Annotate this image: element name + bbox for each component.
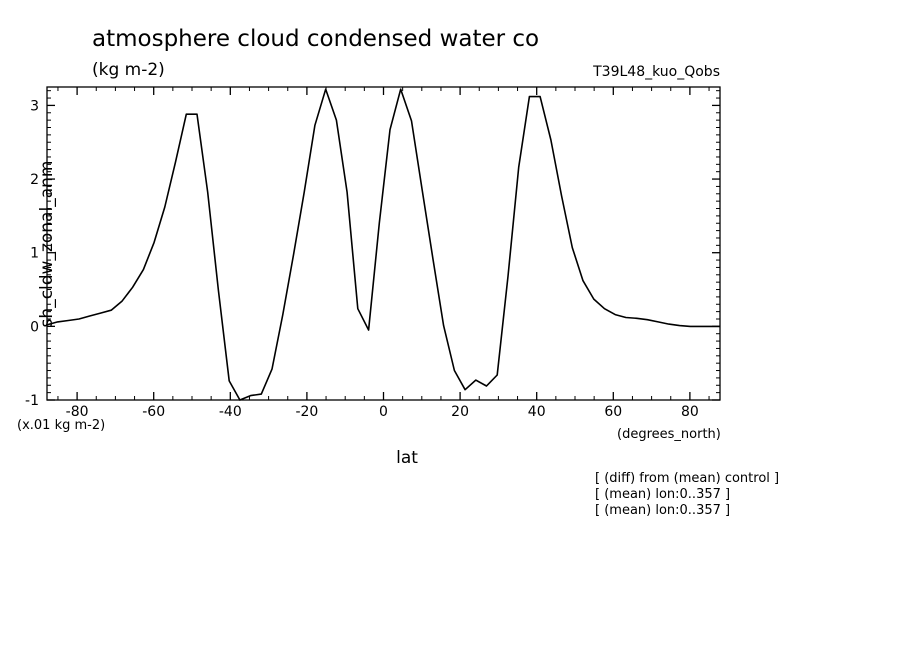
x-tick-label: -60 <box>142 404 165 420</box>
major-ticks <box>47 87 720 401</box>
x-tick-label: 80 <box>681 404 699 420</box>
x-tick-label: -80 <box>66 404 89 420</box>
y-tick-label: 2 <box>30 172 39 188</box>
x-tick-label: 40 <box>528 404 546 420</box>
chart-units: (kg m-2) <box>92 60 165 80</box>
chart-title: atmosphere cloud condensed water co <box>92 26 539 52</box>
y-tick-labels: -1 0 1 2 3 <box>25 98 39 409</box>
plot-frame <box>46 86 721 401</box>
series-line <box>46 88 721 401</box>
y-tick-label: 1 <box>30 246 39 262</box>
y-tick-label: 3 <box>30 98 39 114</box>
x-tick-label: -40 <box>219 404 242 420</box>
y-tick-label: 0 <box>30 319 39 335</box>
x-tick-labels: -80 -60 -40 -20 0 20 40 60 80 <box>66 404 699 420</box>
note-line-2: [ (mean) lon:0..357 ] <box>595 487 730 502</box>
x-tick-label: 60 <box>604 404 622 420</box>
x-tick-label: 0 <box>379 404 388 420</box>
minor-ticks <box>47 87 720 400</box>
y-tick-label: -1 <box>25 393 39 409</box>
x-tick-label: -20 <box>295 404 318 420</box>
note-line-3: [ (mean) lon:0..357 ] <box>595 503 730 518</box>
note-line-1: [ (diff) from (mean) control ] <box>595 471 779 486</box>
x-units: (degrees_north) <box>617 427 721 442</box>
experiment-label: T39L48_kuo_Qobs <box>592 64 720 80</box>
x-axis-label: lat <box>396 448 418 468</box>
y-axis-label: sh_cldw_zonal_anm <box>37 161 57 328</box>
scale-note: (x.01 kg m-2) <box>17 418 105 433</box>
x-tick-label: 20 <box>451 404 469 420</box>
